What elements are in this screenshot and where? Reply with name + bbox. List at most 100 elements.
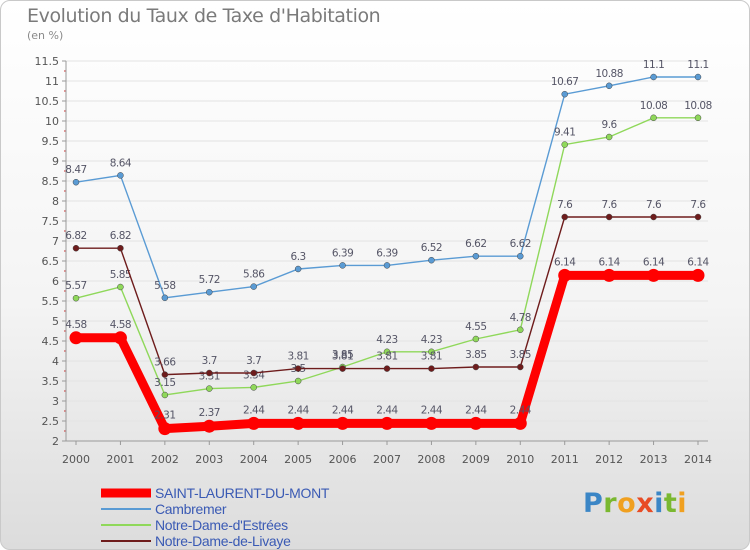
data-point [428,365,435,372]
data-label: 3.85 [510,349,531,361]
logo-letter: P [583,488,604,519]
data-label: 6.39 [332,247,353,259]
data-point [694,114,702,122]
y-tick-label: 8 [52,195,59,208]
x-tick-label: 2001 [106,453,134,466]
data-point [558,268,572,282]
data-point [383,365,391,372]
data-point [561,141,568,148]
data-label: 6.3 [291,251,306,263]
data-point [250,369,257,377]
data-point [113,331,127,345]
data-label: 2.44 [287,404,309,416]
data-point [650,114,657,122]
data-point [647,268,661,282]
x-tick-label: 2004 [240,453,268,466]
series-0: 4.58 4.58 2.31 2.37 2.44 2.44 2.44 2.44 2.44 2.44… [65,256,710,436]
logo-letter: i [654,488,664,519]
y-tick-label: 3 [52,395,59,408]
x-tick-label: 2008 [417,453,445,466]
data-label: 5.72 [199,274,220,286]
y-tick-label: 7 [52,235,59,248]
data-point [339,365,346,372]
data-label: 7.6 [602,199,618,211]
data-point [294,377,302,385]
data-label: 6.62 [465,238,486,250]
data-point [650,213,657,221]
data-label: 2.44 [465,404,487,416]
data-label: 4.58 [65,319,86,331]
y-tick-label: 7.5 [42,215,60,228]
y-tick-label: 10.5 [35,95,60,108]
series-1: 8.47 8.64 5.58 5.72 5.86 6.3 6.39 6.39 6.52 6.62 6… [65,59,709,302]
data-point [206,288,213,296]
data-label: 6.39 [376,247,397,259]
data-label: 6.52 [421,242,442,254]
logo-letter: x [636,488,655,519]
data-point [383,348,391,356]
data-label: 6.82 [65,230,86,242]
data-point [202,419,216,433]
legend-label: Notre-Dame-de-Livaye [155,533,291,549]
data-point [428,348,435,356]
data-label: 6.14 [643,256,665,268]
data-point [117,283,124,291]
data-label: 3.81 [421,351,442,363]
data-label: 2.44 [421,404,443,416]
data-label: 11.1 [643,59,664,71]
data-label: 9.41 [554,127,575,139]
x-tick-label: 2002 [151,453,179,466]
y-tick-label: 4.5 [42,335,60,348]
data-label: 3.81 [332,351,353,363]
data-label: 4.78 [510,312,531,324]
x-tick-label: 2010 [506,453,534,466]
data-label: 5.57 [65,280,86,292]
data-label: 4.58 [110,319,131,331]
data-point [428,256,435,264]
data-label: 6.14 [598,256,620,268]
data-label: 9.6 [602,119,618,131]
y-tick-label: 9 [52,155,59,168]
y-tick-label: 4 [52,355,59,368]
x-tick-label: 2005 [284,453,312,466]
y-tick-label: 11.5 [35,55,60,68]
data-label: 4.55 [465,321,486,333]
data-label: 10.08 [684,100,712,112]
data-point [247,416,261,430]
data-point [383,262,391,269]
y-tick-label: 5 [52,315,59,328]
data-point [472,335,480,343]
data-point [472,363,480,371]
legend-label: SAINT-LAURENT-DU-MONT [155,485,330,501]
data-point [72,294,80,302]
data-point [517,252,524,260]
legend-item-cambremer: Cambremer [101,501,329,517]
grid-lines: 22.533.544.555.566.577.588.599.51010.511… [35,55,708,448]
data-label: 5.58 [154,280,175,292]
data-label: 7.6 [557,199,573,211]
data-point [158,422,172,436]
y-tick-label: 10 [45,115,59,128]
data-label: 6.62 [510,238,531,250]
data-point [424,416,438,430]
logo-letter: r [603,488,618,519]
data-point [602,268,616,282]
y-tick-label: 11 [45,75,59,88]
data-point [472,252,480,260]
data-point [339,262,346,269]
x-tick-label: 2006 [329,453,357,466]
data-point [469,416,483,430]
data-label: 3.85 [465,349,486,361]
data-label: 2.44 [243,404,265,416]
data-point [513,416,527,430]
data-point [206,369,213,377]
data-point [517,326,524,334]
data-point [69,331,83,345]
data-label: 3.66 [154,357,176,369]
y-tick-label: 5.5 [42,295,60,308]
data-label: 10.08 [640,100,668,112]
data-label: 6.82 [110,230,131,242]
data-label: 11.1 [687,59,708,71]
